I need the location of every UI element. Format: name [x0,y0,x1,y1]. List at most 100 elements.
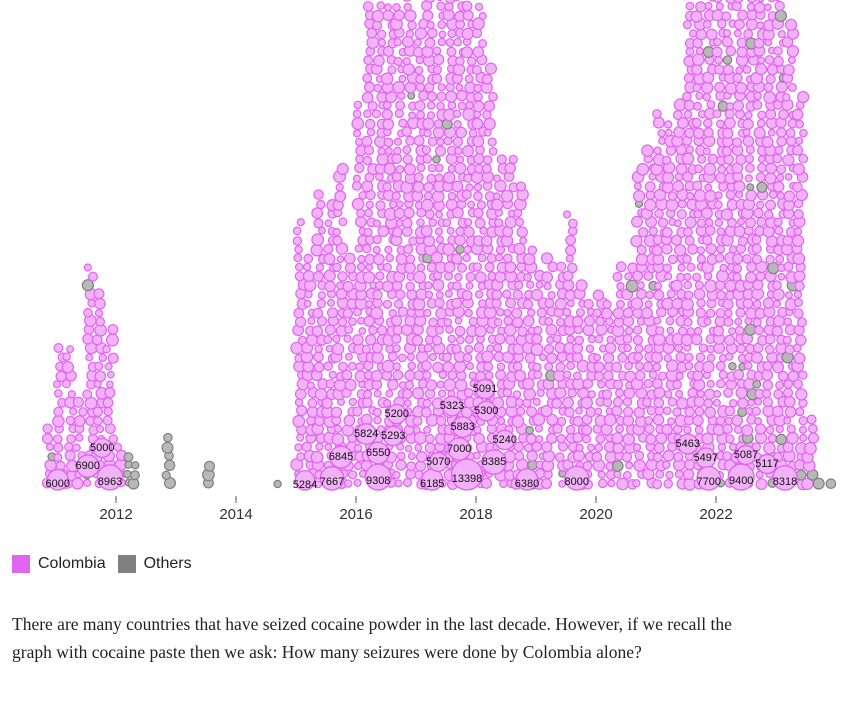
bubble-colombia [684,235,695,246]
bubble-colombia [426,91,438,102]
bubble-colombia [351,117,365,130]
bubble-colombia [443,378,457,392]
bubble-colombia [540,252,554,265]
bubble-colombia [447,100,457,110]
bubble-colombia [423,308,432,318]
bubble-colombia [644,416,654,426]
bubble-colombia [424,281,433,290]
bubble-colombia [465,101,474,110]
bubble-colombia [624,326,634,336]
bubble-colombia [404,9,417,22]
bubble-colombia [416,263,426,273]
bubble-colombia [526,280,535,289]
bubble-colombia [551,398,563,409]
bubble-colombia [436,91,447,102]
bubble-colombia [556,261,567,272]
bubble-colombia [611,405,623,417]
bubble-colombia-labeled [735,444,757,466]
bubble-others [161,470,171,480]
bubble-colombia [680,334,694,347]
bubble-colombia [692,370,704,382]
bubble-colombia [745,189,758,202]
bubble-colombia [486,253,497,264]
bubble-colombia [503,315,513,326]
bubble-colombia [783,395,796,408]
bubble-colombia [806,414,817,425]
bubble-colombia [704,406,716,419]
bubble-colombia [464,74,474,84]
bubble-colombia [352,174,361,183]
bubble-colombia [505,297,517,309]
bubble-colombia [497,416,506,426]
bubble-colombia [323,243,334,255]
bubble-colombia [102,397,114,409]
bubble-colombia [562,210,572,219]
bubble-colombia [775,380,785,390]
bubble-colombia [428,317,439,328]
bubble-colombia [435,307,448,320]
bubble-colombia [645,290,655,300]
bubble-colombia [664,390,673,399]
bubble-colombia [377,38,387,47]
bubble-colombia [706,379,715,388]
bubble-colombia [343,479,353,488]
bubble-colombia-labeled [564,465,590,491]
bubble-colombia [526,450,538,462]
bubble-colombia [53,389,63,398]
bubble-colombia [354,244,363,253]
bubble-colombia [457,262,468,273]
bubble-others [123,469,132,479]
bubble-colombia [772,361,785,374]
bubble-colombia [695,46,705,56]
bubble-colombia [592,308,602,318]
bubble-colombia [766,64,779,76]
bubble-colombia [427,27,438,39]
bubble-colombia [546,432,558,444]
bubble-colombia [564,406,575,418]
bubble-colombia [422,10,434,22]
bubble-others [455,244,465,255]
bubble-colombia [694,280,705,290]
bubble-others [756,181,768,193]
bubble-colombia [318,226,326,235]
bubble-colombia [526,406,538,418]
bubble-colombia [391,227,403,238]
bubble-colombia-labeled [386,403,408,425]
bubble-colombia [403,207,415,219]
bubble-colombia [67,390,77,399]
bubble-colombia [454,325,466,337]
bubble-colombia [554,297,567,310]
bubble-colombia-labeled [319,465,345,491]
bubble-colombia [768,0,776,3]
bubble-colombia [757,0,765,3]
bubble-colombia [313,189,324,200]
bubble-colombia [530,343,544,357]
bubble-colombia [395,200,404,209]
bubble-colombia [481,163,492,174]
bubble-colombia [52,414,65,428]
bubble-colombia [325,379,336,389]
bubble-colombia [536,307,547,318]
bubble-colombia [401,35,414,48]
bubble-colombia [342,280,354,293]
value-label: 9308 [366,475,390,487]
bubble-colombia [454,316,463,325]
bubble-colombia [368,325,378,335]
bubble-colombia [473,183,483,192]
bubble-colombia [721,36,734,48]
bubble-colombia [473,92,483,102]
bubble-colombia [453,0,461,2]
bubble-colombia [774,0,781,2]
bubble-colombia [634,370,646,381]
bubble-colombia [701,81,714,94]
bubble-colombia [363,109,372,119]
bubble-colombia [793,352,806,365]
bubble-colombia [705,28,718,41]
bubble-colombia [676,272,686,282]
bubble-colombia [452,109,462,119]
bubble-colombia [778,108,789,120]
bubble-colombia [634,344,644,354]
bubble-colombia [692,272,702,282]
bubble-colombia [657,129,666,138]
